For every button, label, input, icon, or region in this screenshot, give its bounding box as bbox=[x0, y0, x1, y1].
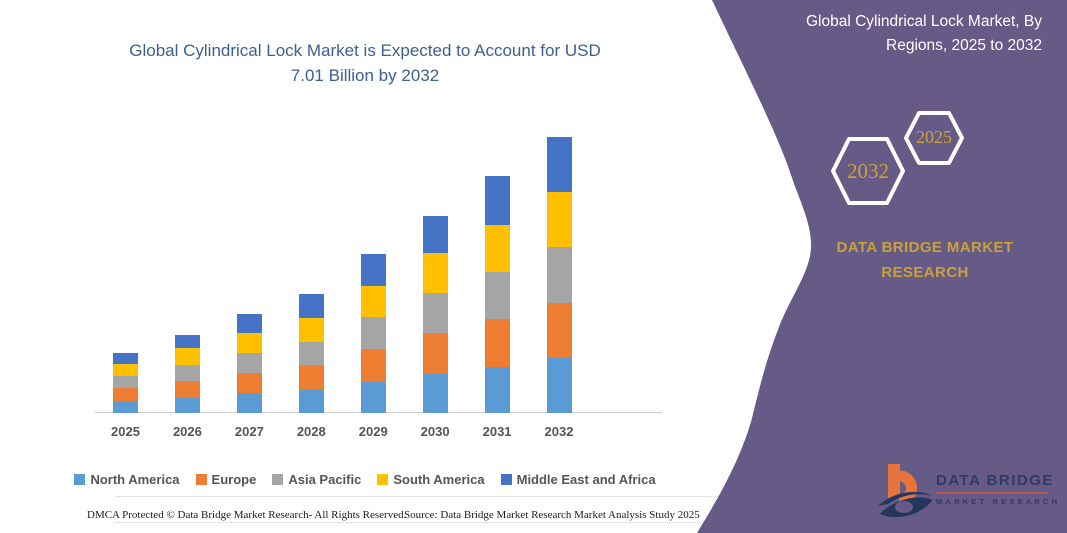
bar-segment-asia-pacific-2027 bbox=[236, 352, 262, 373]
bar-segment-middle-east-and-africa-2028 bbox=[298, 294, 324, 318]
bar-segment-asia-pacific-2030 bbox=[422, 293, 448, 334]
dbmr-logo-subtext: MARKET RESEARCH bbox=[936, 497, 1061, 506]
hexagon-badge-2025: 2025 bbox=[903, 110, 965, 166]
bar-segment-middle-east-and-africa-2030 bbox=[422, 216, 448, 254]
bar-segment-south-america-2029 bbox=[360, 286, 386, 317]
dbmr-logo-text: DATA BRIDGE bbox=[936, 472, 1054, 489]
bar-segment-middle-east-and-africa-2032 bbox=[546, 136, 572, 192]
chart-title-line1: Global Cylindrical Lock Market is Expect… bbox=[129, 41, 601, 60]
bar-segment-north-america-2027 bbox=[236, 392, 262, 413]
x-tick-2028: 2028 bbox=[296, 424, 326, 439]
x-tick-2025: 2025 bbox=[111, 424, 140, 439]
bar-segment-europe-2028 bbox=[298, 364, 324, 389]
bar-segment-europe-2026 bbox=[174, 381, 200, 399]
bar-segment-asia-pacific-2026 bbox=[174, 365, 200, 382]
hexagon-year-back: 2032 bbox=[847, 159, 889, 183]
footer-copyright: DMCA Protected © Data Bridge Market Rese… bbox=[87, 509, 407, 521]
bar-segment-europe-2027 bbox=[236, 372, 262, 393]
legend-swatch-asia-pacific bbox=[272, 474, 284, 485]
legend-swatch-europe bbox=[195, 474, 207, 485]
legend-swatch-north-america bbox=[74, 474, 86, 485]
bar-segment-middle-east-and-africa-2027 bbox=[236, 314, 262, 333]
chart-legend: North America Europe Asia Pacific South Ame… bbox=[20, 472, 710, 487]
bar-segment-north-america-2028 bbox=[298, 388, 324, 413]
legend-item-europe: Europe bbox=[195, 472, 257, 487]
bar-segment-asia-pacific-2028 bbox=[298, 342, 324, 365]
legend-swatch-south-america bbox=[377, 474, 389, 485]
bar-segment-asia-pacific-2032 bbox=[546, 246, 572, 303]
legend-label-north-america: North America bbox=[90, 472, 180, 487]
dbmr-logo-icon bbox=[878, 464, 932, 518]
panel-title-line2: Regions, 2025 to 2032 bbox=[886, 37, 1042, 54]
bar-segment-middle-east-and-africa-2031 bbox=[484, 176, 510, 226]
bar-segment-north-america-2025 bbox=[113, 402, 138, 413]
bar-segment-asia-pacific-2031 bbox=[484, 271, 510, 319]
bar-segment-south-america-2028 bbox=[298, 317, 324, 343]
panel-title: Global Cylindrical Lock Market, By Regio… bbox=[770, 10, 1042, 58]
panel-title-line1: Global Cylindrical Lock Market, By bbox=[805, 13, 1042, 30]
footer-source: Source: Data Bridge Market Research Mark… bbox=[404, 509, 700, 521]
legend-item-middle-east-and-africa: Middle East and Africa bbox=[500, 472, 656, 487]
x-tick-2030: 2030 bbox=[420, 424, 450, 439]
dotted-separator-bottom bbox=[115, 522, 860, 523]
bar-segment-europe-2032 bbox=[546, 302, 572, 358]
bar-segment-middle-east-and-africa-2025 bbox=[113, 353, 138, 365]
plot-area: 2025 2026 2027 2028 2029 2030 2031 2032 bbox=[95, 136, 662, 439]
bar-segment-north-america-2032 bbox=[546, 357, 572, 413]
bar-segment-south-america-2030 bbox=[422, 253, 448, 294]
legend-label-asia-pacific: Asia Pacific bbox=[288, 472, 362, 487]
bar-segment-north-america-2031 bbox=[484, 366, 510, 413]
bar-segment-middle-east-and-africa-2029 bbox=[360, 253, 386, 287]
legend-item-asia-pacific: Asia Pacific bbox=[272, 472, 361, 487]
bar-segment-asia-pacific-2029 bbox=[360, 316, 386, 349]
x-tick-2032: 2032 bbox=[544, 424, 574, 439]
bar-segment-north-america-2026 bbox=[174, 398, 200, 413]
x-tick-2027: 2027 bbox=[234, 424, 264, 439]
dbmr-logo-rule bbox=[936, 492, 1048, 494]
x-tick-2029: 2029 bbox=[358, 424, 388, 439]
bar-segment-asia-pacific-2025 bbox=[113, 375, 138, 388]
legend-label-middle-east-and-africa: Middle East and Africa bbox=[516, 472, 656, 487]
bar-segment-europe-2030 bbox=[422, 333, 448, 375]
legend-swatch-middle-east-and-africa bbox=[500, 474, 512, 485]
chart-title-line2: 7.01 Billion by 2032 bbox=[290, 66, 440, 85]
x-tick-2026: 2026 bbox=[172, 424, 202, 439]
bar-segment-north-america-2030 bbox=[422, 374, 448, 413]
brand-wordmark: DATA BRIDGE MARKET RESEARCH bbox=[810, 235, 1040, 285]
legend-item-north-america: North America bbox=[74, 472, 180, 487]
legend-item-south-america: South America bbox=[377, 472, 485, 487]
chart-title: Global Cylindrical Lock Market is Expect… bbox=[40, 38, 690, 88]
bar-segment-europe-2031 bbox=[484, 318, 510, 367]
bar-segment-south-america-2032 bbox=[546, 191, 572, 247]
bar-segment-south-america-2031 bbox=[484, 225, 510, 272]
dbmr-logo: DATA BRIDGE MARKET RESEARCH bbox=[876, 462, 1061, 520]
bar-segment-north-america-2029 bbox=[360, 382, 386, 413]
bar-segment-europe-2029 bbox=[360, 348, 386, 383]
hexagon-badge-2032: 2032 bbox=[830, 136, 906, 206]
x-tick-2031: 2031 bbox=[482, 424, 512, 439]
brand-wordmark-line1: DATA BRIDGE MARKET bbox=[836, 239, 1014, 256]
brand-wordmark-line2: RESEARCH bbox=[881, 264, 969, 281]
bar-segment-europe-2025 bbox=[113, 387, 138, 403]
hexagon-year-front: 2025 bbox=[916, 127, 952, 147]
bar-segment-middle-east-and-africa-2026 bbox=[174, 334, 200, 348]
dotted-separator-top bbox=[115, 496, 860, 497]
legend-label-south-america: South America bbox=[393, 472, 485, 487]
bar-segment-south-america-2025 bbox=[113, 364, 138, 376]
legend-label-europe: Europe bbox=[211, 472, 257, 487]
bar-segment-south-america-2026 bbox=[174, 348, 200, 366]
bar-segment-south-america-2027 bbox=[236, 332, 262, 353]
